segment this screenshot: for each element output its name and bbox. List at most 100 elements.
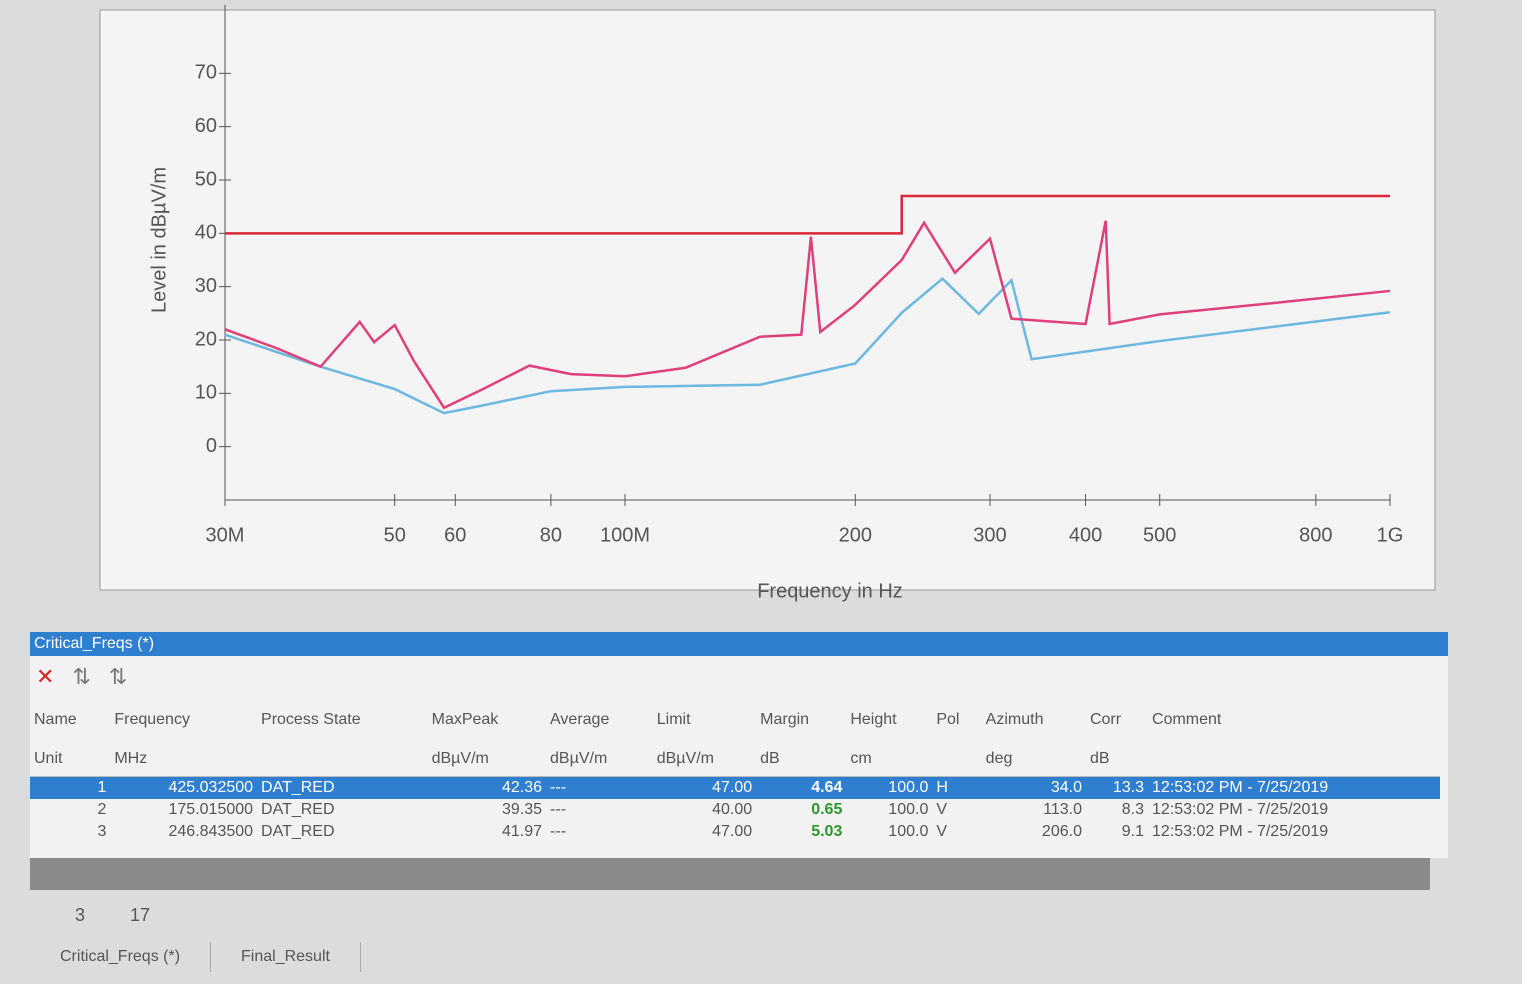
table-cell: --- [550, 823, 567, 840]
table-cell: Unit [30, 742, 111, 777]
x-tick-label: 500 [1143, 524, 1176, 546]
panel-title: Critical_Freqs (*) [30, 632, 1448, 656]
x-tick-label: 30M [206, 524, 245, 546]
trace [224, 220, 1391, 410]
table-cell: 12:53:02 PM - 7/25/2019 [1152, 823, 1329, 840]
table-cell: 39.35 [501, 801, 543, 818]
empty-area [30, 858, 1430, 890]
x-tick-label: 800 [1299, 524, 1332, 546]
y-tick-label: 40 [195, 222, 217, 244]
table-cell: dBµV/m [652, 742, 757, 777]
status-value: 17 [130, 905, 151, 925]
tab[interactable]: Final_Result [211, 942, 361, 972]
table-cell: 47.00 [712, 823, 753, 840]
table-cell: --- [546, 776, 653, 799]
table-cell: Average [550, 711, 610, 728]
tab-bar: Critical_Freqs (*) Final_Result [30, 942, 361, 972]
table-row: Unit MHz dBµV/m dBµV/m dBµV/m dB cm deg dB [30, 742, 1440, 777]
y-tick-label: 20 [195, 328, 217, 350]
table-cell [257, 742, 428, 777]
table-cell [1148, 742, 1440, 777]
trace [225, 194, 1390, 235]
table-cell: DAT_RED [257, 776, 428, 799]
y-axis-label: Level in dBµV/m [148, 167, 170, 313]
table-cell: 41.97 [501, 823, 543, 840]
y-tick-label: 70 [195, 62, 217, 84]
sort-desc-icon[interactable]: ⇅ [108, 664, 128, 689]
table-cell: H [932, 776, 982, 799]
table-cell: dB [756, 742, 847, 777]
table-cell: Process State [261, 711, 361, 728]
table-row: 2 175.015000 DAT_RED 39.35 --- 40.00 0.65 100.0… [30, 799, 1440, 821]
table-cell: 4.64 [756, 776, 847, 799]
x-axis-label: Frequency in Hz [757, 580, 903, 602]
critical-freqs-panel: Critical_Freqs (*) ✕ ⇅ ⇅ Name Frequency Proc… [30, 632, 1448, 858]
table-cell: cm [846, 742, 933, 777]
table-cell: dB [1085, 742, 1149, 777]
table-cell: Azimuth [985, 711, 1044, 728]
chart-frame [99, 9, 1436, 591]
table-cell: 47.00 [652, 776, 757, 799]
sort-asc-icon[interactable]: ⇅ [72, 664, 91, 689]
x-tick-label: 60 [444, 524, 466, 546]
table-cell: 425.032500 [110, 776, 258, 799]
table-cell: 0.65 [811, 801, 843, 818]
table-cell: 206.0 [1041, 823, 1082, 840]
table-cell: 1 [30, 776, 111, 799]
table-cell: 34.0 [981, 776, 1086, 799]
chart: Level in dBµV/m Frequency in Hz 0 10 20 30 4… [99, 5, 1436, 602]
status-bar: 3 17 [30, 905, 230, 926]
table-cell: 175.015000 [168, 801, 254, 818]
tab[interactable]: Critical_Freqs (*) [30, 942, 212, 972]
table-cell: 100.0 [846, 776, 933, 799]
table: Name Frequency Process State MaxPeak Average… [30, 698, 1440, 843]
x-tick-label: 1G [1377, 524, 1404, 546]
table-cell: Limit [656, 711, 691, 728]
table-cell: MaxPeak [431, 711, 499, 728]
table-cell: DAT_RED [261, 823, 335, 840]
table-row: Name Frequency Process State MaxPeak Average… [30, 698, 1440, 742]
table-cell: Comment [1152, 711, 1222, 728]
table-cell: 42.36 [427, 776, 547, 799]
table-cell: 12:53:02 PM - 7/25/2019 [1152, 801, 1329, 818]
y-tick-label: 30 [195, 275, 217, 297]
table-cell: Name [34, 711, 77, 728]
table-cell: MHz [110, 742, 258, 777]
table-cell: 3 [97, 823, 107, 840]
table-cell: 9.1 [1121, 823, 1145, 840]
table-cell: 100.0 [888, 823, 929, 840]
y-tick-label: 60 [195, 115, 217, 137]
x-tick-label: 80 [540, 524, 562, 546]
x-tick-label: 200 [839, 524, 872, 546]
table-cell: 246.843500 [168, 823, 254, 840]
delete-icon[interactable]: ✕ [36, 664, 55, 689]
table-cell: Frequency [114, 711, 190, 728]
status-value: 3 [75, 905, 86, 925]
x-tick-label: 300 [973, 524, 1006, 546]
table-cell: V [936, 823, 948, 840]
y-tick-label: 0 [206, 435, 217, 457]
table-cell: 12:53:02 PM - 7/25/2019 [1148, 776, 1440, 799]
table-cell [932, 742, 982, 777]
table-cell: 40.00 [712, 801, 753, 818]
table-cell: 2 [97, 801, 107, 818]
table-row: 1 425.032500 DAT_RED 42.36 --- 47.00 4.64 100.0… [30, 776, 1440, 799]
table-cell: Corr [1089, 711, 1122, 728]
table-cell: 13.3 [1085, 776, 1149, 799]
table-cell: Height [850, 711, 897, 728]
table-cell: 100.0 [888, 801, 929, 818]
x-tick-label: 100M [600, 524, 650, 546]
table-cell: DAT_RED [261, 801, 335, 818]
table-cell: 113.0 [1043, 801, 1082, 818]
table-row: 3 246.843500 DAT_RED 41.97 --- 47.00 5.03 100.0… [30, 821, 1440, 843]
table-cell: --- [550, 801, 567, 818]
y-tick-label: 50 [195, 168, 217, 190]
table-cell: dBµV/m [546, 742, 653, 777]
y-tick-label: 10 [195, 382, 217, 404]
x-tick-label: 400 [1069, 524, 1102, 546]
table-cell: dBµV/m [427, 742, 547, 777]
table-cell: 5.03 [811, 823, 843, 840]
x-tick-label: 50 [384, 524, 406, 546]
table-cell: 8.3 [1121, 801, 1145, 818]
